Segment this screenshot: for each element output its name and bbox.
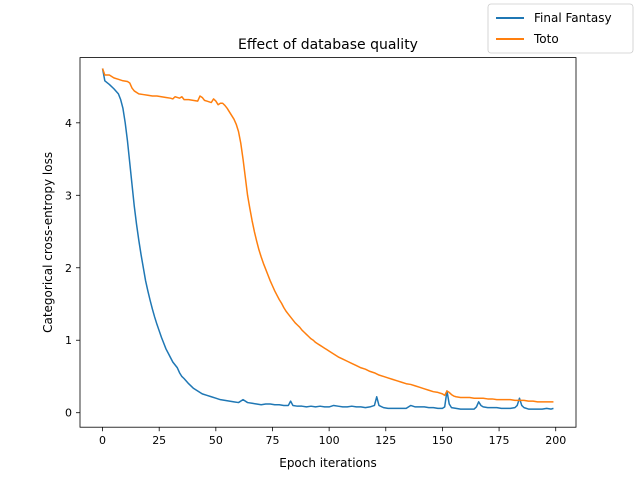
series-line-toto (101, 68, 554, 403)
legend: Final Fantasy Toto (487, 3, 634, 54)
x-axis: 0 25 50 75 100 125 150 175 200 (99, 427, 566, 447)
y-axis-label: Categorical cross-entropy loss (41, 152, 55, 333)
plot-frame (79, 57, 577, 428)
x-axis-label: Epoch iterations (279, 456, 377, 470)
chart-title: Effect of database quality (238, 37, 418, 53)
x-tick-label: 125 (375, 434, 396, 447)
legend-box (487, 3, 634, 54)
y-tick-label: 2 (65, 262, 72, 275)
series-layer (101, 68, 554, 410)
plot-area (80, 57, 576, 428)
y-tick-label: 3 (65, 189, 72, 202)
x-tick-label: 25 (152, 434, 166, 447)
x-tick-label: 150 (432, 434, 453, 447)
y-tick-label: 1 (65, 334, 72, 347)
y-tick-label: 4 (65, 117, 72, 130)
x-tick-label: 0 (99, 434, 106, 447)
series-line-final-fantasy (101, 68, 554, 410)
x-tick-label: 100 (319, 434, 340, 447)
legend-label-toto: Toto (533, 32, 559, 46)
x-tick-label: 175 (489, 434, 510, 447)
x-tick-label: 50 (209, 434, 223, 447)
x-tick-label: 200 (545, 434, 566, 447)
y-axis: 0 1 2 3 4 (65, 117, 80, 420)
legend-label-final-fantasy: Final Fantasy (534, 11, 612, 25)
y-tick-label: 0 (65, 407, 72, 420)
x-tick-label: 75 (265, 434, 279, 447)
